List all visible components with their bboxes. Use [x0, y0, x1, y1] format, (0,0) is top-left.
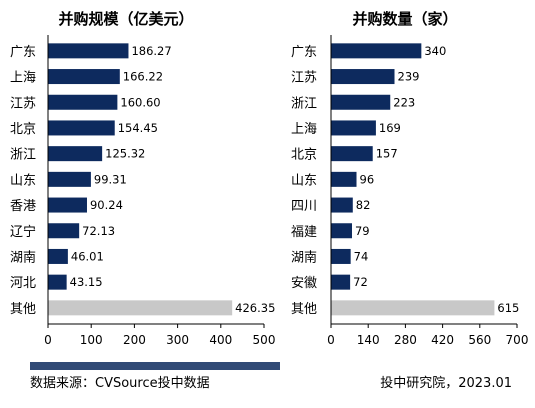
- x-tick-label-scale: 0: [44, 333, 52, 347]
- category-label-scale: 河北: [10, 276, 36, 291]
- bar-scale: [48, 120, 115, 136]
- bar-scale: [48, 248, 68, 264]
- bar-scale: [48, 69, 120, 85]
- bar-scale: [48, 197, 87, 213]
- category-label-scale: 辽宁: [10, 224, 36, 240]
- category-label-count: 浙江: [291, 96, 317, 111]
- category-label-count: 上海: [291, 122, 317, 137]
- data-label-count: 96: [360, 172, 375, 186]
- data-label-scale: 46.01: [71, 249, 104, 263]
- bar-count: [331, 223, 352, 239]
- bar-count: [331, 146, 373, 162]
- x-tick-label-scale: 400: [209, 333, 232, 347]
- data-label-scale: 99.31: [94, 172, 127, 186]
- data-label-scale: 125.32: [105, 147, 145, 161]
- footer-source: 数据来源：CVSource投中数据: [30, 376, 210, 391]
- chart-title-count: 并购数量（家）: [352, 10, 457, 28]
- data-label-count: 223: [393, 95, 415, 109]
- data-label-scale: 166.22: [123, 70, 163, 84]
- data-label-scale: 72.13: [82, 224, 115, 238]
- category-label-count: 其他: [291, 302, 317, 317]
- data-label-count: 74: [354, 249, 369, 263]
- data-label-count: 239: [398, 70, 420, 84]
- x-tick-label-count: 140: [357, 333, 380, 347]
- data-label-scale: 160.60: [120, 95, 160, 109]
- bar-scale: [48, 223, 80, 239]
- category-label-count: 安徽: [291, 276, 317, 291]
- category-label-count: 四川: [291, 199, 317, 214]
- data-label-count: 72: [353, 275, 368, 289]
- chart-title-scale: 并购规模（亿美元）: [58, 10, 193, 28]
- category-label-count: 江苏: [291, 70, 317, 86]
- category-label-scale: 浙江: [10, 148, 36, 163]
- category-label-scale: 广东: [10, 45, 36, 60]
- category-label-scale: 湖南: [10, 249, 36, 265]
- bar-count: [331, 43, 422, 59]
- category-label-count: 福建: [291, 225, 317, 240]
- category-label-scale: 上海: [10, 71, 36, 86]
- x-tick-label-scale: 100: [80, 333, 103, 347]
- bar-count: [331, 120, 376, 136]
- data-label-scale: 90.24: [90, 198, 123, 212]
- bar-scale: [48, 171, 91, 187]
- footer-credit: 投中研究院，2023.01: [380, 376, 512, 391]
- bar-scale: [48, 300, 233, 316]
- data-label-count: 157: [376, 147, 398, 161]
- x-tick-label-count: 280: [394, 333, 417, 347]
- watermark-band: [30, 362, 280, 370]
- category-label-count: 山东: [291, 173, 317, 188]
- data-label-scale: 186.27: [131, 44, 171, 58]
- bar-scale: [48, 146, 103, 162]
- category-label-scale: 山东: [10, 173, 36, 188]
- category-label-count: 广东: [291, 45, 317, 60]
- data-label-count: 82: [356, 198, 371, 212]
- data-label-count: 340: [424, 44, 446, 58]
- category-label-count: 北京: [291, 148, 317, 163]
- x-tick-label-scale: 500: [253, 333, 276, 347]
- bar-count: [331, 94, 391, 110]
- x-tick-label-scale: 300: [166, 333, 189, 347]
- x-tick-label-count: 0: [327, 333, 335, 347]
- data-label-count: 79: [355, 224, 370, 238]
- bar-scale: [48, 274, 67, 290]
- bar-count: [331, 248, 351, 264]
- bar-count: [331, 69, 395, 85]
- bar-count: [331, 300, 495, 316]
- category-label-count: 湖南: [291, 249, 317, 265]
- bar-scale: [48, 94, 118, 110]
- bar-count: [331, 171, 357, 187]
- data-label-scale: 154.45: [118, 121, 158, 135]
- category-label-scale: 香港: [10, 199, 36, 214]
- bar-count: [331, 274, 351, 290]
- x-tick-label-count: 700: [506, 333, 529, 347]
- x-tick-label-count: 560: [468, 333, 491, 347]
- data-label-count: 615: [497, 301, 519, 315]
- bar-count: [331, 197, 353, 213]
- data-label-scale: 426.35: [235, 301, 275, 315]
- category-label-scale: 江苏: [10, 95, 36, 111]
- category-label-scale: 北京: [10, 122, 36, 137]
- bar-scale: [48, 43, 129, 59]
- x-tick-label-scale: 200: [123, 333, 146, 347]
- category-label-scale: 其他: [10, 302, 36, 317]
- data-label-scale: 43.15: [70, 275, 103, 289]
- x-tick-label-count: 420: [431, 333, 454, 347]
- data-label-count: 169: [379, 121, 401, 135]
